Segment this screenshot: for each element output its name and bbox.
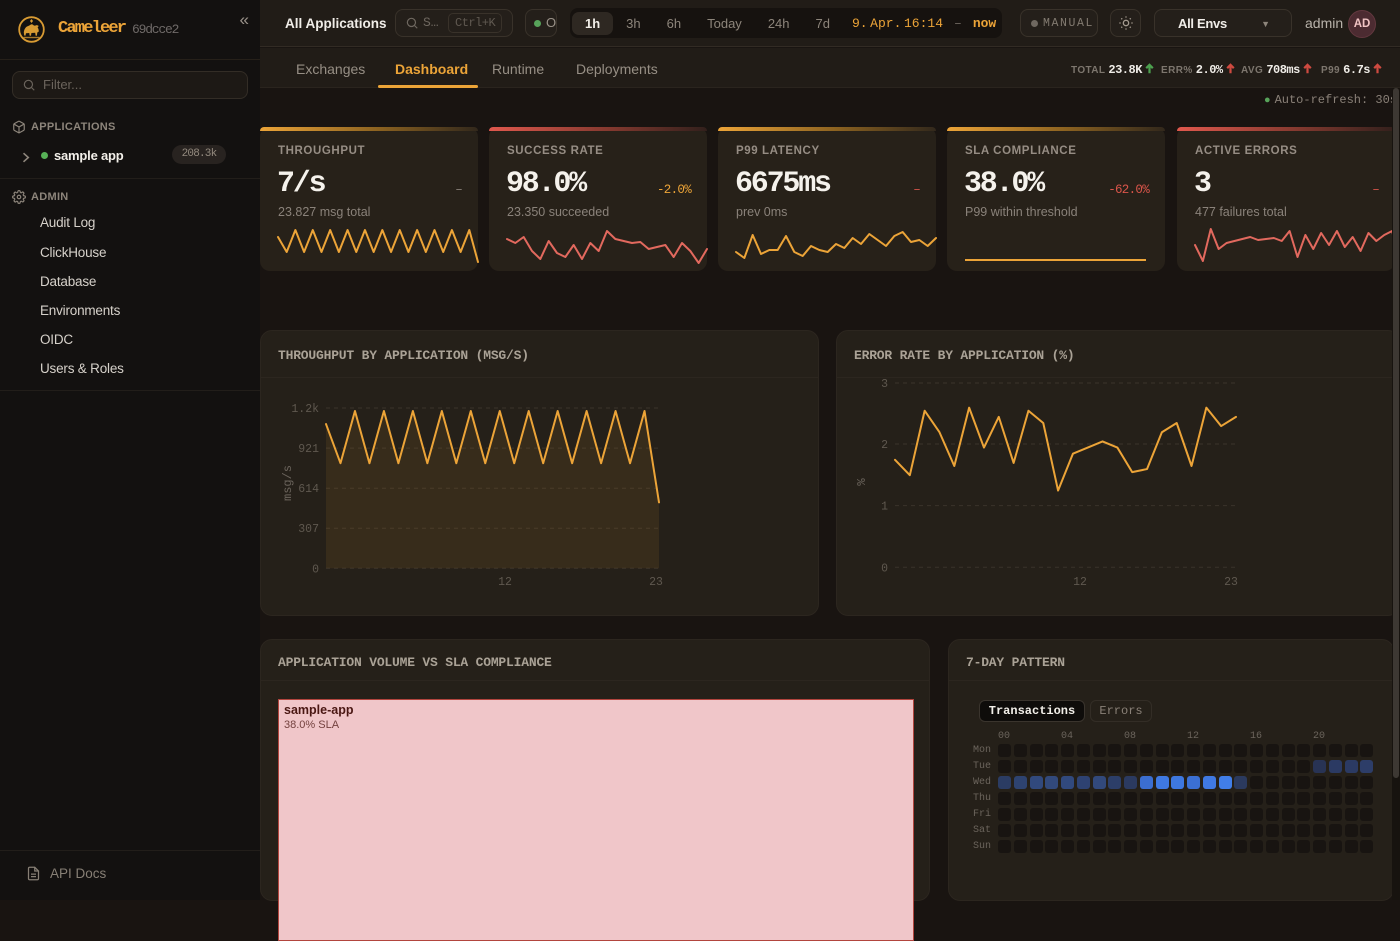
svg-text:0: 0 — [312, 563, 319, 576]
svg-text:307: 307 — [298, 523, 319, 536]
svg-text:12: 12 — [498, 576, 512, 589]
svg-text:1: 1 — [881, 501, 888, 514]
svg-text:msg/s: msg/s — [281, 465, 295, 501]
svg-text:%: % — [855, 478, 869, 486]
svg-text:921: 921 — [298, 443, 319, 456]
svg-text:2: 2 — [881, 439, 888, 452]
svg-text:23: 23 — [649, 576, 663, 589]
svg-text:0: 0 — [881, 562, 888, 575]
svg-text:1.2k: 1.2k — [291, 403, 319, 416]
svg-text:614: 614 — [298, 483, 319, 496]
svg-text:12: 12 — [1073, 576, 1087, 589]
svg-text:23: 23 — [1224, 576, 1238, 589]
svg-text:3: 3 — [881, 379, 888, 391]
